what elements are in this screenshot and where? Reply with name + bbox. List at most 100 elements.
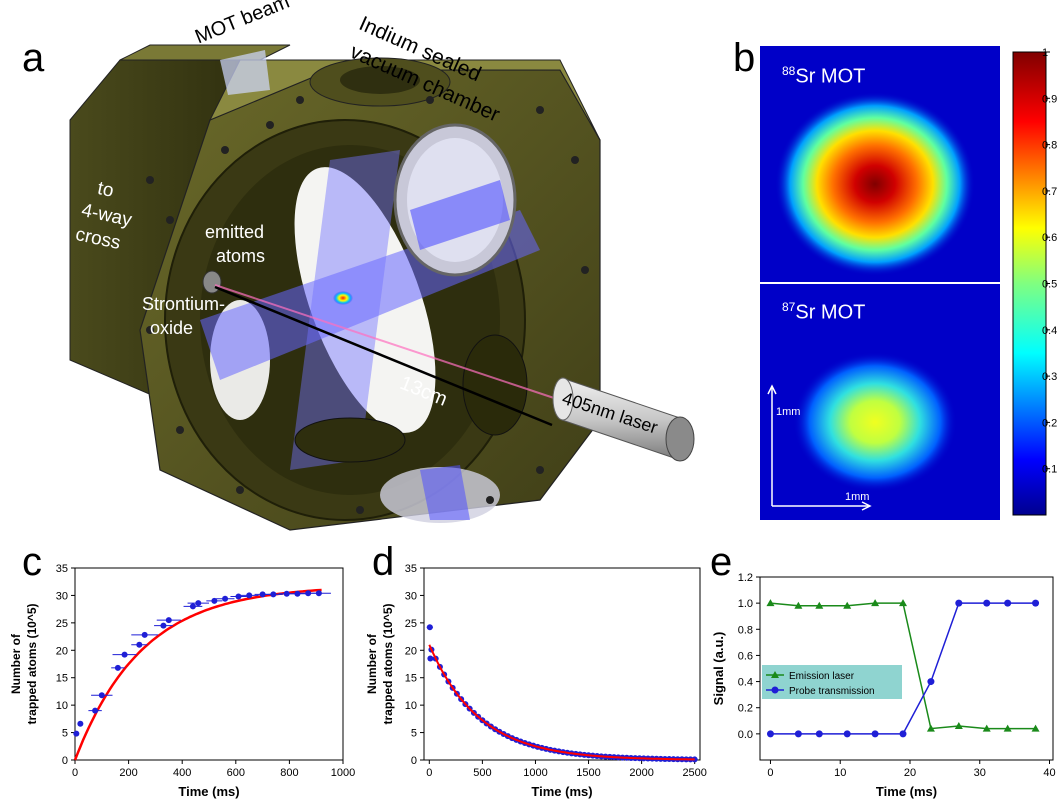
- data-point: [283, 590, 290, 597]
- plot-frame: [74, 567, 344, 761]
- series-marker: [982, 724, 991, 732]
- colorbar-tick-label: 0.5: [1042, 279, 1057, 291]
- series-marker: [1004, 599, 1012, 607]
- chart-signal-timing: 0 10 20 30 40 0.0 0.2 0.4 0.6 0.8 1.0 1.2 Time (ms) S…: [711, 572, 1056, 799]
- y-axis-label-line1: Number of: [9, 633, 23, 694]
- vacuum-chamber-illustration: [69, 44, 695, 531]
- chart-loading-curve: 0 200 400 600 800 1000 0 5 10 15 20 25 30 35 Time (ms)…: [9, 563, 355, 799]
- series-marker: [843, 601, 852, 609]
- x-tick-label: 500: [473, 767, 491, 779]
- y-tick-label: 20: [56, 645, 68, 657]
- x-tick-label: 1000: [331, 767, 355, 779]
- series-marker: [794, 601, 803, 609]
- x-tick-label: 600: [227, 767, 245, 779]
- y-tick-label: 5: [62, 728, 68, 740]
- scale-label-vertical: 1mm: [776, 406, 801, 418]
- colorbar-tick-label: 1: [1042, 47, 1048, 59]
- y-tick-label: 5: [411, 728, 417, 740]
- label-87sr-mot: 87Sr MOT: [782, 300, 866, 324]
- legend-marker: [771, 671, 779, 678]
- data-point: [160, 622, 167, 629]
- colorbar-tick-label: 0.2: [1042, 417, 1057, 429]
- series-marker: [871, 599, 880, 607]
- y-tick-label: 25: [405, 618, 417, 630]
- x-tick-label: 40: [1043, 767, 1055, 779]
- y-tick-label: 30: [56, 590, 68, 602]
- y-tick-label: 0.4: [738, 677, 753, 689]
- series-marker: [954, 722, 963, 730]
- series-marker: [955, 599, 963, 607]
- data-point: [246, 592, 253, 599]
- y-tick-label: 35: [56, 563, 68, 575]
- x-tick-label: 0: [426, 767, 432, 779]
- fit-curve: [428, 644, 695, 761]
- colorbar-tick-label: 0.6: [1042, 232, 1057, 244]
- y-axis-label-line1: Number of: [365, 633, 379, 694]
- data-point: [235, 593, 242, 600]
- series-marker: [1031, 724, 1040, 732]
- y-tick-label: 10: [56, 700, 68, 712]
- label-atoms: atoms: [216, 246, 266, 266]
- series-marker: [871, 730, 879, 738]
- series-marker: [766, 599, 775, 607]
- series-marker: [1003, 724, 1012, 732]
- chart-decay-curve: 0 500 1000 1500 2000 2500 0 5 10 15 20 25 30 35 Time (…: [365, 563, 707, 799]
- data-point: [195, 600, 202, 607]
- colorbar: [1012, 51, 1047, 516]
- data-point: [136, 641, 143, 648]
- series-marker: [815, 601, 824, 609]
- colorbar-tick-label: 0.1: [1042, 464, 1057, 476]
- y-tick-label: 0.0: [738, 729, 753, 741]
- data-point: [73, 730, 80, 737]
- mot-cloud: [333, 291, 353, 305]
- scale-bar: [767, 384, 872, 511]
- data-point: [315, 590, 322, 597]
- panel-letter-d: d: [372, 540, 395, 584]
- mot-beam-top: [220, 50, 270, 95]
- series-marker: [899, 599, 908, 607]
- data-point: [141, 631, 148, 638]
- series-marker: [983, 599, 991, 607]
- x-tick-label: 10: [834, 767, 846, 779]
- x-tick-label: 30: [974, 767, 986, 779]
- data-point: [294, 590, 301, 597]
- y-tick-label: 0: [62, 755, 68, 767]
- data-point: [114, 664, 121, 671]
- series-marker: [815, 730, 823, 738]
- y-tick-label: 1.0: [738, 598, 753, 610]
- label-88sr-mot: 88Sr MOT: [782, 64, 866, 88]
- y-tick-label: 1.2: [738, 572, 753, 584]
- colorbar-tick-label: 0.3: [1042, 371, 1057, 383]
- lower-port: [462, 334, 528, 436]
- y-tick-label: 35: [405, 563, 417, 575]
- series-marker: [843, 730, 851, 738]
- y-axis-label-line2: trapped atoms (10^5): [25, 603, 39, 724]
- scale-label-horizontal: 1mm: [845, 491, 870, 503]
- y-tick-label: 10: [405, 700, 417, 712]
- x-tick-label: 2000: [629, 767, 653, 779]
- x-tick-label: 0: [767, 767, 773, 779]
- y-tick-label: 0: [411, 755, 417, 767]
- y-tick-label: 0.2: [738, 703, 753, 715]
- laser-405nm: [552, 377, 695, 462]
- colorbar-tick-label: 0.8: [1042, 140, 1057, 152]
- y-tick-label: 15: [405, 673, 417, 685]
- series-marker: [1032, 599, 1040, 607]
- data-point: [98, 692, 105, 699]
- y-tick-label: 15: [56, 673, 68, 685]
- y-tick-label: 0.8: [738, 624, 753, 636]
- data-point: [426, 624, 433, 631]
- legend-label: Probe transmission: [789, 686, 875, 697]
- y-axis-label: Signal (a.u.): [711, 632, 726, 706]
- data-point: [222, 595, 229, 602]
- y-tick-label: 30: [405, 590, 417, 602]
- legend-box: [762, 665, 902, 699]
- series-marker: [926, 724, 935, 732]
- label-strontium: Strontium-: [142, 294, 226, 314]
- series-marker: [899, 730, 907, 738]
- y-tick-label: 25: [56, 618, 68, 630]
- data-point: [211, 597, 218, 604]
- x-tick-label: 200: [119, 767, 137, 779]
- x-tick-label: 2500: [682, 767, 706, 779]
- data-point: [121, 651, 128, 658]
